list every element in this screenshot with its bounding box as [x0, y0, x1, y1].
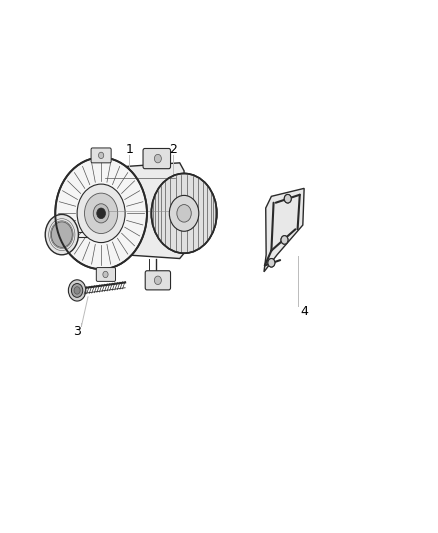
Text: 3: 3 [73, 325, 81, 338]
FancyBboxPatch shape [96, 268, 116, 281]
Circle shape [151, 173, 217, 253]
Circle shape [268, 259, 275, 267]
Circle shape [68, 280, 86, 301]
Circle shape [268, 259, 275, 267]
Circle shape [85, 193, 118, 233]
Circle shape [55, 158, 147, 269]
Text: 2: 2 [169, 143, 177, 156]
Text: 4: 4 [300, 305, 308, 318]
Circle shape [45, 214, 78, 255]
Circle shape [177, 205, 191, 222]
Circle shape [71, 284, 83, 297]
Circle shape [170, 196, 199, 231]
Circle shape [154, 155, 161, 163]
Circle shape [77, 184, 125, 243]
Circle shape [74, 287, 80, 294]
FancyBboxPatch shape [143, 149, 170, 168]
Circle shape [93, 204, 109, 223]
Circle shape [97, 208, 106, 219]
Circle shape [103, 271, 108, 278]
Circle shape [154, 276, 161, 285]
Text: 1: 1 [126, 143, 134, 156]
Polygon shape [264, 188, 304, 272]
FancyBboxPatch shape [145, 271, 170, 290]
Circle shape [281, 236, 288, 244]
Circle shape [51, 222, 72, 247]
Circle shape [281, 236, 288, 244]
Polygon shape [101, 163, 184, 259]
Circle shape [99, 152, 104, 159]
Circle shape [284, 195, 291, 203]
Circle shape [284, 195, 291, 203]
FancyBboxPatch shape [91, 148, 111, 163]
